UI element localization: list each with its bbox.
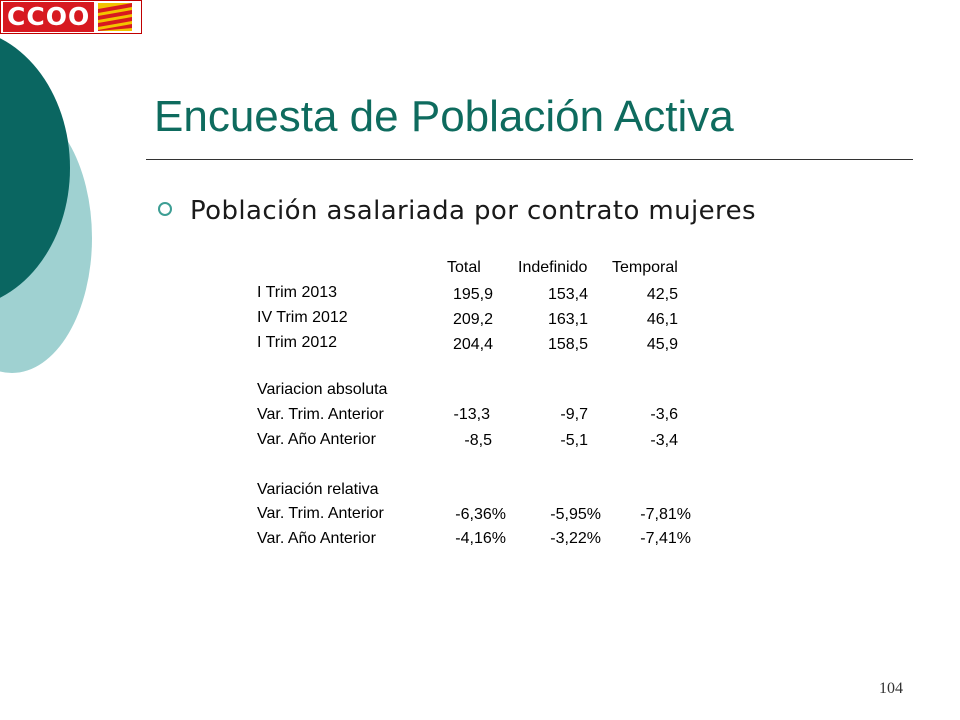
- cell-value: -8,5: [464, 432, 492, 449]
- cell-value: 204,4: [452, 336, 493, 353]
- cell-value: -7,81%: [640, 506, 691, 523]
- row-label: Var. Trim. Anterior: [257, 406, 384, 423]
- aragon-flag-icon: [98, 3, 133, 31]
- cell-value: 195,9: [452, 286, 493, 303]
- cell-value: 158,5: [547, 336, 588, 353]
- slide-title: Encuesta de Población Activa: [154, 92, 734, 141]
- cell-value: -5,95%: [550, 506, 601, 523]
- cell-value: 163,1: [547, 311, 588, 328]
- cell-value: -3,6: [650, 406, 678, 423]
- cell-value: 45,9: [646, 336, 678, 353]
- section-heading-absolute: Variacion absoluta: [257, 381, 388, 398]
- cell-value: 153,4: [547, 286, 588, 303]
- logo-text: CCOO: [3, 2, 95, 32]
- title-divider: [146, 159, 913, 160]
- row-label: IV Trim 2012: [257, 309, 348, 326]
- page-number: 104: [879, 680, 903, 697]
- cell-value: -3,22%: [550, 530, 601, 547]
- row-label: I Trim 2012: [257, 334, 338, 351]
- cell-value: -13,3: [453, 406, 490, 423]
- section-heading-relative: Variación relativa: [257, 481, 379, 498]
- cell-value: -4,16%: [455, 530, 506, 547]
- cell-value: 46,1: [646, 311, 678, 328]
- row-label: I Trim 2013: [257, 284, 338, 301]
- cell-value: -6,36%: [455, 506, 506, 523]
- ccoo-logo: CCOO: [0, 0, 142, 34]
- row-label: Var. Año Anterior: [257, 431, 376, 448]
- cell-value: 42,5: [646, 286, 678, 303]
- slide-subtitle: Población asalariada por contrato mujere…: [190, 196, 756, 226]
- row-label: Var. Trim. Anterior: [257, 505, 384, 522]
- dark-teal-circle: [0, 38, 70, 298]
- header-total: Total: [447, 259, 481, 276]
- header-temporal: Temporal: [612, 259, 678, 276]
- cell-value: 209,2: [452, 311, 493, 328]
- cell-value: -3,4: [650, 432, 678, 449]
- header-indefinido: Indefinido: [518, 259, 588, 276]
- cell-value: -5,1: [560, 432, 588, 449]
- decorative-circles: [0, 38, 92, 373]
- row-label: Var. Año Anterior: [257, 530, 376, 547]
- cell-value: -7,41%: [640, 530, 691, 547]
- bullet-circle-icon: [158, 202, 172, 216]
- cell-value: -9,7: [560, 406, 588, 423]
